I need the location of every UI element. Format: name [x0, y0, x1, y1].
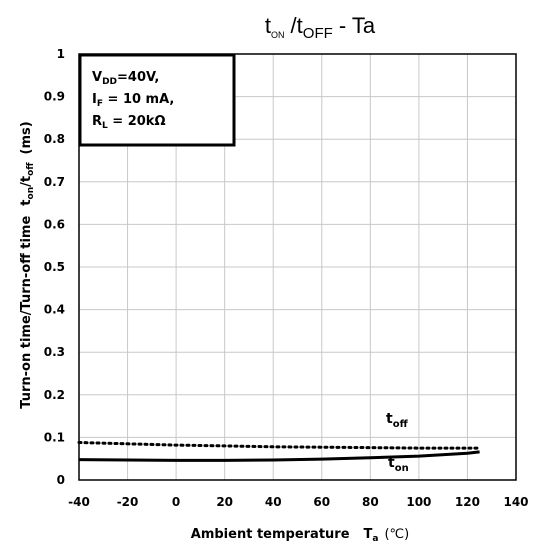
condition-vdd: VDD=40V,: [92, 70, 159, 87]
condition-rl: RL = 20kΩ: [92, 114, 166, 131]
chart-title: tON /tOFF - Ta: [265, 13, 376, 42]
y-axis-label: Turn-on time/Turn-off timeton/toff(ms): [19, 121, 36, 408]
x-tick-label: 140: [503, 495, 528, 509]
x-tick-label: 40: [265, 495, 282, 509]
x-tick-label: 100: [406, 495, 431, 509]
y-tick-label: 0.7: [44, 175, 65, 189]
y-tick-label: 0.2: [44, 388, 65, 402]
y-tick-label: 0.9: [44, 90, 65, 104]
x-axis-label: Ambient temperature Ta (℃): [191, 527, 409, 544]
y-tick-label: 0.8: [44, 132, 65, 146]
series-label-toff: toff: [386, 411, 409, 430]
y-tick-label: 0.5: [44, 260, 65, 274]
y-tick-label: 0.4: [44, 303, 65, 317]
y-tick-label: 0: [57, 473, 65, 487]
y-tick-label: 0.6: [44, 217, 65, 231]
y-tick-label: 0.3: [44, 345, 65, 359]
y-tick-label: 1: [57, 47, 65, 61]
x-tick-label: -40: [68, 495, 90, 509]
x-tick-label: 60: [313, 495, 330, 509]
y-tick-labels: 0 0.1 0.2 0.3 0.4 0.5 0.6 0.7 0.8 0.9 1: [44, 47, 65, 487]
x-tick-label: -20: [117, 495, 139, 509]
series-line-ton: [78, 450, 480, 462]
x-tick-label: 120: [455, 495, 480, 509]
condition-if: IF = 10 mA,: [92, 92, 174, 109]
plot-frame: [78, 53, 517, 481]
series-label-ton: ton: [388, 455, 409, 474]
x-tick-label: 20: [216, 495, 233, 509]
conditions-box: [78, 53, 236, 147]
x-tick-label: 80: [362, 495, 379, 509]
series-line-toff: [77, 441, 482, 450]
y-tick-label: 0.1: [44, 430, 65, 444]
x-tick-label: 0: [172, 495, 180, 509]
x-tick-labels: -40 -20 0 20 40 60 80 100 120 140: [68, 495, 528, 509]
series-group: [77, 441, 482, 462]
